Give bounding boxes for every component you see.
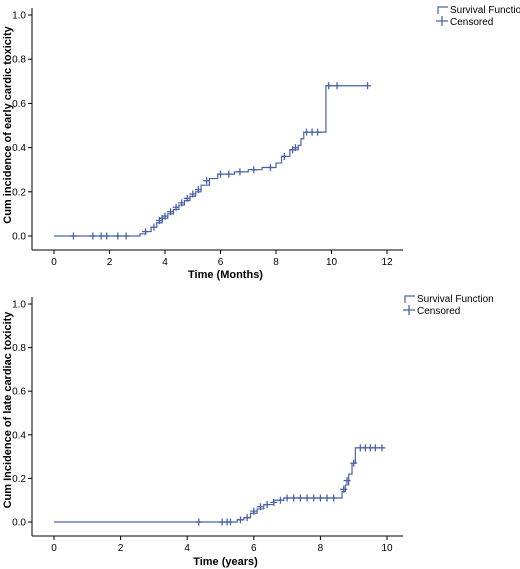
censored-mark — [364, 82, 372, 90]
chart-2: 0.0 0.2 0.4 0.6 0.8 1.0 0 2 4 6 8 10 Time (years) Cum… — [2, 294, 494, 568]
y-tick-label: 0.8 — [12, 343, 26, 354]
x-tick-label: 10 — [326, 257, 338, 268]
censored-mark — [183, 194, 191, 202]
censored-mark — [243, 514, 251, 522]
censored-mark — [314, 128, 322, 136]
x-tick-label: 2 — [107, 257, 113, 268]
censored-mark — [340, 485, 348, 493]
chart-1: 0.0 0.2 0.4 0.6 0.8 1.0 0 2 4 6 8 10 12 Time (Months)… — [2, 5, 520, 281]
x-axis-title: Time (years) — [193, 556, 258, 568]
censored-mark — [330, 494, 338, 502]
y-tick-label: 0.8 — [12, 55, 26, 66]
censored-mark — [371, 444, 379, 452]
survival-step-line — [54, 85, 368, 237]
censored-mark — [270, 498, 278, 506]
legend-censored-icon — [436, 16, 448, 26]
censored-mark — [217, 170, 224, 178]
censored-mark — [263, 501, 271, 509]
censored-mark — [103, 232, 111, 240]
censored-mark — [276, 496, 284, 504]
x-tick-label: 12 — [381, 257, 393, 268]
censored-mark — [203, 177, 211, 185]
y-axis-title: Cum incidence of early cardic toxicity — [2, 25, 14, 223]
x-tick-label: 6 — [251, 543, 257, 554]
censored-mark — [333, 82, 341, 90]
censored-mark — [89, 232, 97, 240]
x-tick-label: 4 — [162, 257, 168, 268]
censored-mark — [178, 199, 186, 207]
y-tick-label: 0.4 — [12, 143, 26, 154]
y-tick-label: 1.0 — [12, 300, 26, 311]
y-tick-label: 0.6 — [12, 99, 26, 110]
censored-mark — [236, 516, 244, 524]
censored-mark — [290, 494, 298, 502]
censored-mark — [280, 152, 288, 160]
censored-mark — [167, 208, 175, 216]
y-tick-label: 0.2 — [12, 474, 26, 485]
censored-mark — [291, 144, 299, 152]
x-tick-label: 10 — [381, 543, 393, 554]
censored-mark — [114, 232, 122, 240]
censored-mark — [236, 168, 244, 176]
legend-label-survival: Survival Function — [450, 5, 520, 16]
legend-label-survival: Survival Function — [417, 294, 494, 305]
censored-mark — [122, 232, 130, 240]
y-tick-label: 0.0 — [12, 518, 26, 529]
censored-mark — [316, 494, 324, 502]
censored-mark — [195, 518, 203, 526]
y-tick-label: 1.0 — [12, 11, 26, 22]
censored-mark — [250, 166, 258, 174]
censored-mark — [343, 477, 351, 485]
legend-step-icon — [404, 295, 415, 303]
censored-mark — [310, 494, 318, 502]
legend-label-censored: Censored — [417, 306, 460, 317]
censored-mark — [323, 494, 331, 502]
survival-step-line — [54, 447, 384, 523]
legend-step-icon — [437, 6, 448, 14]
censored-mark — [69, 232, 77, 240]
y-tick-label: 0.4 — [12, 430, 26, 441]
legend-label-censored: Censored — [450, 17, 493, 28]
censored-mark — [161, 212, 169, 220]
censored-mark — [150, 223, 158, 231]
censored-mark — [296, 494, 304, 502]
x-tick-label: 4 — [184, 543, 190, 554]
x-tick-label: 0 — [51, 257, 57, 268]
censored-mark — [142, 228, 150, 236]
x-axis-title: Time (Months) — [188, 269, 263, 281]
legend-censored-icon — [403, 305, 415, 315]
y-tick-label: 0.0 — [12, 232, 26, 243]
censored-mark — [194, 186, 202, 194]
censored-mark — [303, 494, 311, 502]
censored-mark — [350, 459, 358, 467]
x-tick-label: 2 — [118, 543, 124, 554]
censored-mark — [172, 203, 180, 211]
censored-mark — [378, 444, 386, 452]
y-tick-label: 0.2 — [12, 187, 26, 198]
censored-mark — [189, 190, 197, 198]
censored-mark — [250, 507, 258, 515]
censored-mark — [226, 518, 234, 526]
censored-mark — [256, 503, 264, 511]
censored-mark — [266, 163, 274, 171]
censored-mark — [283, 494, 291, 502]
censored-mark — [325, 82, 333, 90]
x-tick-label: 6 — [218, 257, 224, 268]
y-tick-label: 0.6 — [12, 387, 26, 398]
censored-mark — [225, 170, 233, 178]
x-tick-label: 0 — [51, 543, 57, 554]
x-tick-label: 8 — [318, 543, 324, 554]
y-axis-title: Cum Incidence of late cardiac toxicity — [2, 311, 14, 509]
x-tick-label: 8 — [273, 257, 279, 268]
